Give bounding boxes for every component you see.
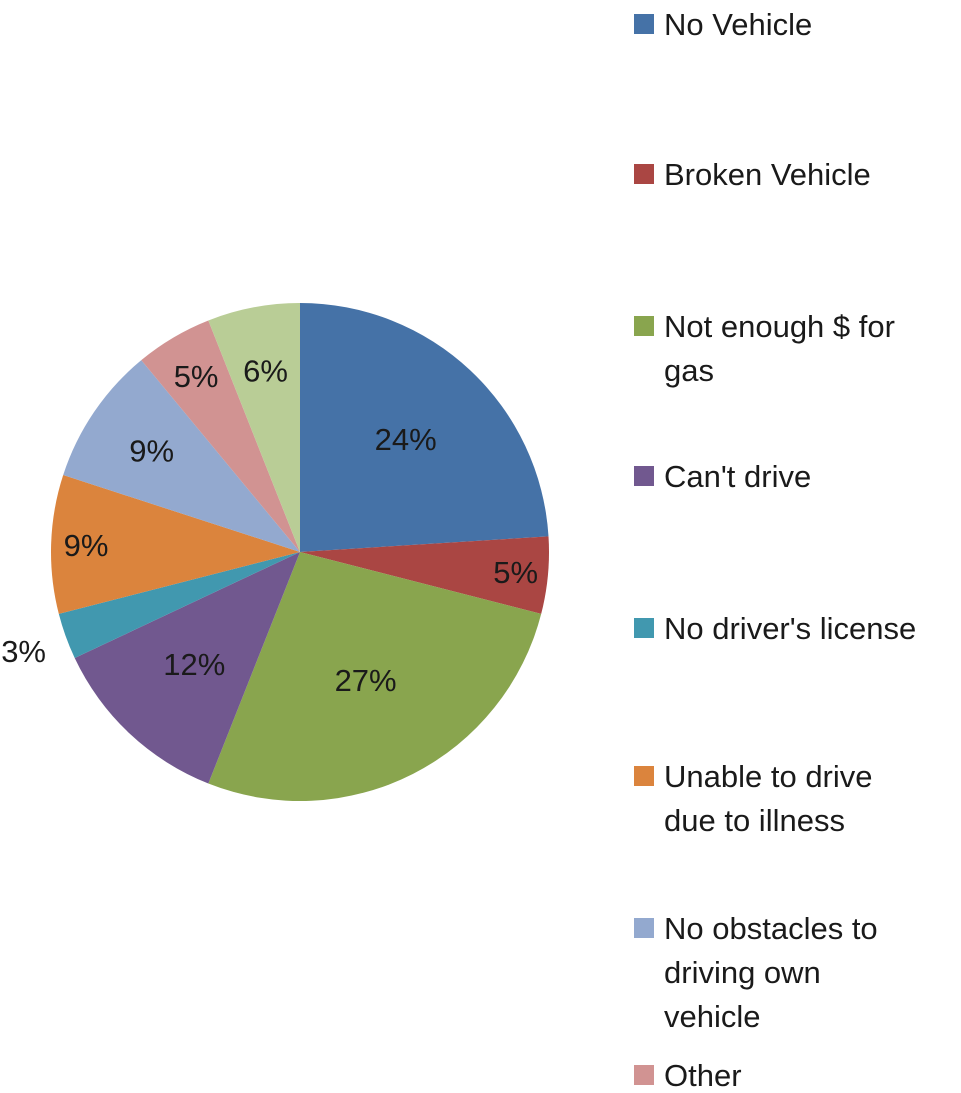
legend-item: Can't drive bbox=[634, 459, 811, 494]
pie-slice-3 bbox=[74, 552, 300, 784]
pie-slice-7 bbox=[141, 320, 300, 552]
data-label: 12% bbox=[163, 647, 225, 682]
pie-slice-0 bbox=[300, 303, 549, 552]
pie-slice-1 bbox=[300, 536, 550, 614]
pie-slice-2 bbox=[208, 552, 542, 801]
legend-swatch bbox=[634, 14, 654, 34]
pie-slices bbox=[50, 303, 550, 801]
legend-label: Unable to drive due to illness bbox=[664, 759, 873, 838]
pie-slice-4 bbox=[58, 552, 300, 659]
legend-item: Broken Vehicle bbox=[634, 157, 871, 192]
legend-item: Unable to drive due to illness bbox=[634, 759, 873, 838]
legend-swatch bbox=[634, 466, 654, 486]
legend-swatch bbox=[634, 1065, 654, 1085]
legend: No Vehicle Broken Vehicle Not enough $ for… bbox=[634, 7, 916, 1093]
data-label: 9% bbox=[64, 528, 109, 563]
data-label: 27% bbox=[335, 663, 397, 698]
data-label: 5% bbox=[493, 555, 538, 590]
pie-slice-5 bbox=[50, 475, 300, 614]
pie-data-labels: 24% 5% 27% 12% 3% 9% 9% 5% 6% bbox=[1, 354, 538, 699]
legend-label: No driver's license bbox=[664, 611, 916, 646]
legend-label: Can't drive bbox=[664, 459, 811, 494]
legend-label: Other bbox=[664, 1058, 742, 1093]
data-label: 6% bbox=[243, 354, 288, 389]
legend-item: Other bbox=[634, 1058, 742, 1093]
legend-item: No obstacles to driving own vehicle bbox=[634, 911, 878, 1034]
legend-label: Not enough $ for gas bbox=[664, 309, 895, 388]
legend-swatch bbox=[634, 918, 654, 938]
legend-swatch bbox=[634, 618, 654, 638]
pie-slice-8 bbox=[208, 303, 300, 552]
data-label: 5% bbox=[174, 359, 219, 394]
legend-swatch bbox=[634, 316, 654, 336]
legend-label: No obstacles to driving own vehicle bbox=[664, 911, 878, 1034]
legend-item: Not enough $ for gas bbox=[634, 309, 895, 388]
legend-swatch bbox=[634, 164, 654, 184]
legend-item: No driver's license bbox=[634, 611, 916, 646]
legend-swatch bbox=[634, 766, 654, 786]
pie-slice-6 bbox=[63, 360, 300, 552]
legend-item: No Vehicle bbox=[634, 7, 812, 42]
data-label: 24% bbox=[375, 422, 437, 457]
data-label: 9% bbox=[129, 434, 174, 469]
data-label: 3% bbox=[1, 634, 46, 669]
legend-label: Broken Vehicle bbox=[664, 157, 871, 192]
legend-label: No Vehicle bbox=[664, 7, 812, 42]
